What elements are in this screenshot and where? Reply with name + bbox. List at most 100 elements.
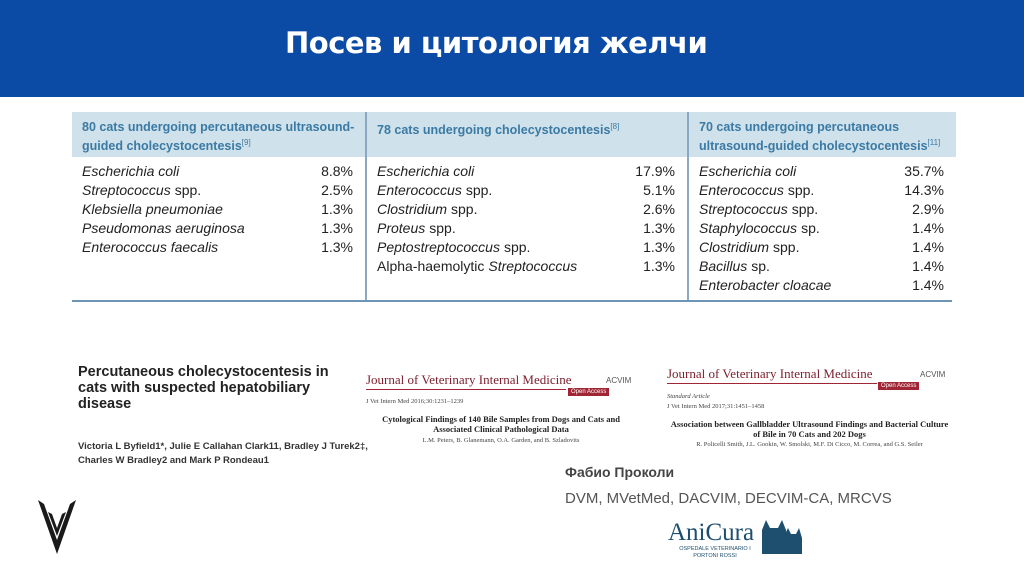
cat-logo xyxy=(762,520,802,554)
organism: Enterococcus faecalis xyxy=(82,238,218,257)
rule xyxy=(366,389,566,390)
percentage: 1.3% xyxy=(643,220,675,236)
paper-authors: Victoria L Byfield1*, Julie E Callahan C… xyxy=(78,441,368,466)
citation: J Vet Intern Med 2016;30:1231–1239 xyxy=(366,398,464,405)
heading-text: 70 cats undergoing percutaneous ultrasou… xyxy=(699,120,928,154)
percentage: 17.9% xyxy=(635,163,675,179)
organism-suffix: spp. xyxy=(174,182,202,198)
organism-prefix: Alpha-haemolytic xyxy=(377,258,485,274)
percentage: 35.7% xyxy=(904,163,944,179)
reference: [9] xyxy=(241,138,251,147)
corner-logo xyxy=(38,500,76,554)
organism-suffix: spp. xyxy=(465,182,493,198)
organism-suffix: sp. xyxy=(751,258,770,274)
table-row: Enterococcus spp. 5.1% xyxy=(377,181,675,200)
heading-text: 78 cats undergoing cholecystocentesis xyxy=(377,123,611,138)
rule xyxy=(667,383,877,384)
percentage: 8.8% xyxy=(321,163,353,179)
table-row: Streptococcus spp. 2.5% xyxy=(82,181,353,200)
organism-suffix: spp. xyxy=(787,182,815,198)
organism-name: Enterobacter cloacae xyxy=(699,277,832,293)
percentage: 1.3% xyxy=(321,220,353,236)
table-row: Enterococcus spp. 14.3% xyxy=(699,181,944,200)
table-row: Alpha-haemolytic Streptococcus 1.3% xyxy=(377,257,675,276)
organism-name: Enterococcus xyxy=(699,182,784,198)
table-row: Staphylococcus sp. 1.4% xyxy=(699,219,944,238)
organism-name: Streptococcus xyxy=(82,182,171,198)
organism-name: Bacillus xyxy=(699,258,748,274)
organism-suffix: spp. xyxy=(429,220,456,236)
organism: Escherichia coli xyxy=(699,162,796,181)
speaker-credentials: DVM, MVetMed, DACVIM, DECVIM-CA, MRCVS xyxy=(565,490,892,507)
journal-name: Journal of Veterinary Internal Medicine xyxy=(366,372,572,387)
heading-text: 80 cats undergoing percutaneous ultrasou… xyxy=(82,120,355,154)
percentage: 1.4% xyxy=(912,239,944,255)
percentage: 5.1% xyxy=(643,182,675,198)
percentage: 1.4% xyxy=(912,258,944,274)
table-row: Enterococcus faecalis 1.3% xyxy=(82,238,353,257)
organism: Enterobacter cloacae xyxy=(699,276,831,295)
header-bar xyxy=(0,0,1024,97)
table-row: Clostridium spp. 1.4% xyxy=(699,238,944,257)
table-row: Escherichia coli 8.8% xyxy=(82,162,353,181)
organism-name: Enterococcus xyxy=(377,182,462,198)
organism: Enterococcus spp. xyxy=(377,181,492,200)
paper-title: Association between Gallbladder Ultrasou… xyxy=(670,419,949,439)
column-body: Escherichia coli 8.8% Streptococcus spp. 2.5… xyxy=(72,157,365,257)
table-row: Streptococcus spp. 2.9% xyxy=(699,200,944,219)
logo-subtitle: OSPEDALE VETERINARIO I PORTONI ROSSI xyxy=(679,546,751,559)
percentage: 1.4% xyxy=(912,220,944,236)
organism-name: Proteus xyxy=(377,220,426,236)
organism-suffix: sp. xyxy=(801,220,820,236)
column-heading: 70 cats undergoing percutaneous ultrasou… xyxy=(689,112,956,157)
column-heading: 78 cats undergoing cholecystocentesis[8] xyxy=(367,112,687,157)
slide-title: Посев и цитология желчи xyxy=(285,26,708,60)
table-row: Bacillus sp. 1.4% xyxy=(699,257,944,276)
speaker-name: Фабио Проколи xyxy=(565,464,675,480)
table-row: Enterobacter cloacae 1.4% xyxy=(699,276,944,295)
paper-authors: R. Policelli Smith, J.L. Gookin, W. Smol… xyxy=(696,441,923,448)
logo-name: AniCura xyxy=(668,519,755,546)
percentage: 14.3% xyxy=(904,182,944,198)
organism: Pseudomonas aeruginosa xyxy=(82,219,245,238)
organism-name: Clostridium xyxy=(377,201,448,217)
table-row: Escherichia coli 17.9% xyxy=(377,162,675,181)
organism: Klebsiella pneumoniae xyxy=(82,200,223,219)
organism: Streptococcus spp. xyxy=(82,181,201,200)
percentage: 1.3% xyxy=(643,258,675,274)
organism-name: Klebsiella pneumoniae xyxy=(82,201,223,217)
table-row: Peptostreptococcus spp. 1.3% xyxy=(377,238,675,257)
organism: Clostridium spp. xyxy=(699,238,799,257)
bacteria-table: 80 cats undergoing percutaneous ultrasou… xyxy=(72,112,956,302)
open-access: Open Access xyxy=(568,388,610,396)
organism-name: Staphylococcus xyxy=(699,220,798,236)
table-column: 80 cats undergoing percutaneous ultrasou… xyxy=(72,112,365,300)
organism-name: Streptococcus xyxy=(699,201,788,217)
organism: Staphylococcus sp. xyxy=(699,219,820,238)
organism-suffix: spp. xyxy=(451,201,478,217)
organism-name: Enterococcus faecalis xyxy=(82,239,219,255)
percentage: 1.4% xyxy=(912,277,944,293)
organism: Escherichia coli xyxy=(377,162,474,181)
open-access: Open Access xyxy=(878,382,920,390)
table-row: Clostridium spp. 2.6% xyxy=(377,200,675,219)
percentage: 2.5% xyxy=(321,182,353,198)
organism-name: Clostridium xyxy=(699,239,770,255)
organism: Escherichia coli xyxy=(82,162,179,181)
paper-authors: L.M. Peters, B. Glanemann, O.A. Garden, … xyxy=(422,437,580,444)
column-body: Escherichia coli 35.7% Enterococcus spp. 14.… xyxy=(689,157,956,295)
table-row: Klebsiella pneumoniae 1.3% xyxy=(82,200,353,219)
percentage: 1.3% xyxy=(321,239,353,255)
organism-name: Streptococcus xyxy=(488,258,578,274)
organism: Proteus spp. xyxy=(377,219,456,238)
column-body: Escherichia coli 17.9% Enterococcus spp. 5.1… xyxy=(367,157,687,276)
journal-logo: ACVIM xyxy=(920,370,946,379)
organism: Peptostreptococcus spp. xyxy=(377,238,530,257)
reference: [8] xyxy=(610,122,620,131)
percentage: 2.9% xyxy=(912,201,944,217)
table-row: Escherichia coli 35.7% xyxy=(699,162,944,181)
organism-suffix: spp. xyxy=(791,201,819,217)
table-row: Proteus spp. 1.3% xyxy=(377,219,675,238)
article-type: Standard Article xyxy=(667,393,710,400)
